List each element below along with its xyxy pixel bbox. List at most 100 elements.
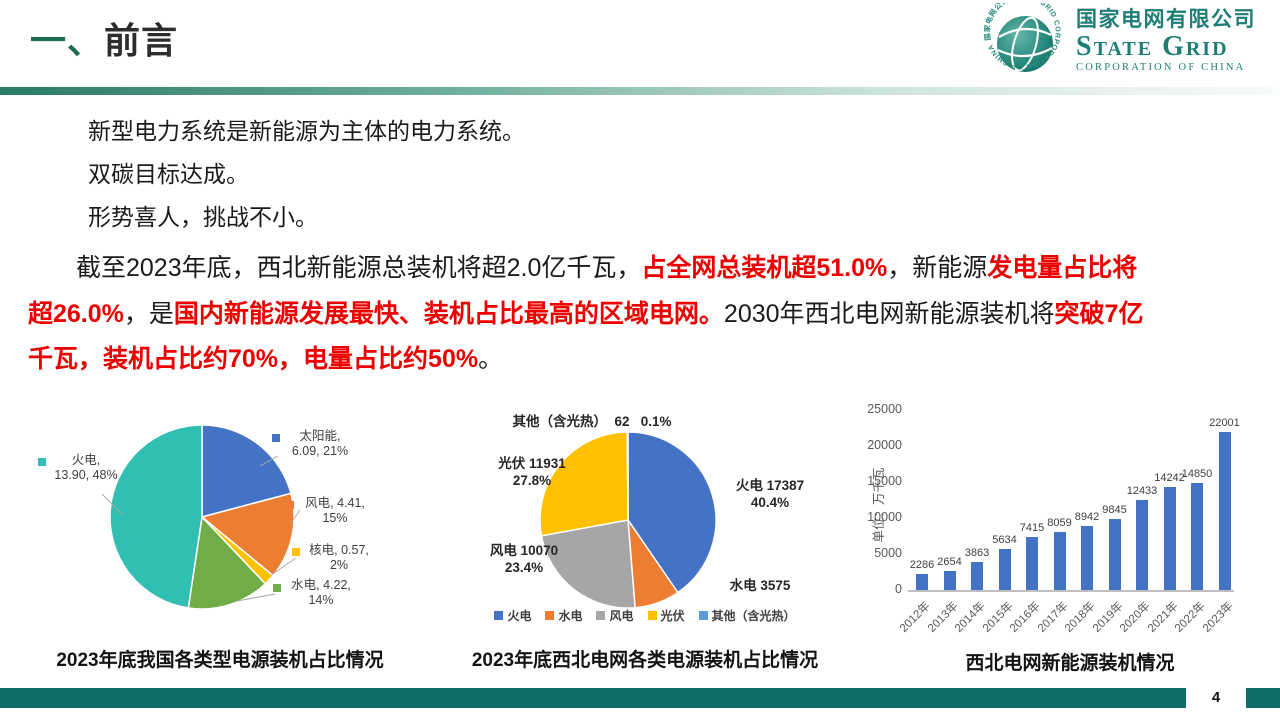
header-divider [0, 87, 1280, 95]
intro-line-3: 形势喜人，挑战不小。 [88, 204, 318, 230]
pie-slice-其他（含光热） [626, 431, 629, 521]
pie-label-光伏: 光伏 11931 27.8% [498, 456, 566, 488]
chart-national-capacity-pie: 太阳能, 6.09, 21% 风电, 4.41, 15% 核电, 0.57, 2% 水电, … [28, 398, 428, 648]
legend-item-其他（含光热）: 其他（含光热） [698, 607, 796, 624]
y-tick-label: 0 [895, 582, 902, 596]
globe-arc [997, 47, 1053, 58]
chart-a-title: 2023年底我国各类型电源装机占比情况 [56, 650, 384, 671]
bar-2013年 [943, 570, 956, 590]
pie-label-风电: 风电, 4.41, 15% [305, 496, 365, 525]
bar-value-label: 9845 [1102, 504, 1127, 517]
chart-northwest-capacity-pie: 其他（含光热） 62 0.1% 光伏 11931 27.8% 风电 10070 23.4… [430, 393, 840, 643]
y-tick-label: 10000 [867, 510, 902, 524]
logo-text: 国家电网有限公司 State Grid CORPORATION OF CHINA [1076, 7, 1276, 74]
bar-value-label: 7415 [1019, 521, 1045, 534]
bar-2021年 [1163, 487, 1176, 590]
label-marker-风电 [286, 501, 294, 509]
state-grid-logo: 国家电网公司 STATE GRID CORPORATION OF CHINA 国… [982, 0, 1276, 85]
bar-value-label: 14242 [1154, 472, 1185, 485]
page-number: 4 [1211, 689, 1221, 706]
pie-label-风电: 风电 10070 23.4% [489, 543, 559, 575]
legend-swatch [596, 611, 606, 620]
logo-english-subtitle: CORPORATION OF CHINA [1076, 62, 1246, 73]
highlight-text: 千瓦，装机占比约70%，电量占比约50% [28, 345, 479, 373]
body-text: ，新能源 [887, 254, 988, 282]
pie-slice-太阳能 [201, 424, 292, 518]
bar-2017年 [1053, 531, 1066, 590]
y-tick-label: 20000 [867, 438, 902, 452]
label-marker-太阳能 [272, 434, 280, 442]
page-title-number: 一、 [30, 20, 105, 61]
bar-value-label: 22001 [1209, 416, 1240, 429]
bar-2018年 [1081, 525, 1093, 590]
pie-label-水电: 水电 3575 [729, 578, 791, 593]
pie-label-核电: 核电, 0.57, 2% [309, 543, 369, 572]
intro-line-1: 新型电力系统是新能源为主体的电力系统。 [88, 118, 525, 144]
body-text: 2030年西北电网新能源装机将 [723, 299, 1055, 328]
highlight-text: 国内新能源发展最快、装机占比最高的区域电网。 [173, 299, 724, 328]
pie-slice-风电 [540, 519, 636, 608]
page-title: 一、前言 [30, 12, 178, 64]
globe-meridian [1011, 16, 1039, 72]
pie-label-火电: 火电 17387 40.4% [735, 478, 805, 510]
x-axis-line [908, 590, 1234, 592]
body-text: 。 [478, 345, 504, 373]
pie-slice-光伏 [539, 431, 629, 537]
label-leader-line [259, 455, 279, 467]
legend-swatch [647, 611, 657, 620]
bar-2015年 [998, 549, 1011, 590]
bar-2016年 [1026, 536, 1038, 590]
bar-2020年 [1136, 500, 1148, 590]
bar-2012年 [916, 573, 928, 590]
pie-label-太阳能: 太阳能, 6.09, 21% [291, 429, 349, 458]
label-marker-水电 [273, 584, 281, 592]
paragraph-line-1: 截至2023年底，西北新能源总装机将超2.0亿千瓦，占全网总装机超51.0%，新… [28, 246, 1268, 292]
footer-bar-left [0, 688, 1186, 708]
body-paragraph: 截至2023年底，西北新能源总装机将超2.0亿千瓦，占全网总装机超51.0%，新… [28, 246, 1268, 383]
chart-new-energy-bar: 单位：万千瓦 0 5000 10000 15000 20000 25000 2286 2012… [856, 388, 1280, 643]
pie-slice-火电 [109, 424, 203, 609]
highlight-text: 突破7亿 [1054, 299, 1144, 328]
legend-label: 水电 [558, 609, 583, 623]
legend-item-光伏: 光伏 [647, 607, 685, 624]
pie-slice-水电 [187, 515, 267, 610]
legend-label: 火电 [507, 609, 532, 623]
bar-value-label: 2286 [909, 558, 935, 571]
bar-value-label: 3863 [964, 547, 990, 560]
highlight-text: 超26.0% [28, 299, 124, 328]
label-leader-line [270, 557, 297, 576]
body-text: 截至2023年底，西北新能源总装机将超2.0亿千瓦， [76, 254, 642, 282]
legend-label: 风电 [609, 609, 634, 623]
pie-slice-火电 [627, 431, 717, 594]
y-tick-label: 5000 [874, 546, 902, 560]
globe-arc [998, 27, 1052, 38]
legend-item-水电: 水电 [545, 607, 582, 624]
footer-bar-right [1246, 688, 1280, 708]
pie-label-水电: 水电, 4.22, 14% [291, 578, 351, 607]
label-marker-火电 [38, 458, 46, 466]
bar-value-label: 12433 [1126, 485, 1158, 498]
paragraph-line-2: 超26.0%，是国内新能源发展最快、装机占比最高的区域电网。2030年西北电网新… [28, 292, 1268, 338]
label-marker-核电 [292, 548, 300, 556]
chart-b-title: 2023年底西北电网各类电源装机占比情况 [471, 650, 819, 671]
bar-2023年 [1218, 431, 1231, 590]
legend-swatch [494, 611, 504, 620]
legend-item-火电: 火电 [494, 607, 531, 624]
body-text: ，是 [123, 299, 174, 328]
label-leader-line [289, 509, 301, 525]
state-grid-globe-icon: 国家电网公司 STATE GRID CORPORATION OF CHINA [982, 0, 1062, 72]
highlight-text: 占全网总装机超51.0% [641, 254, 888, 282]
legend-label: 光伏 [660, 609, 685, 623]
y-tick-label: 25000 [867, 402, 902, 416]
legend-swatch [545, 611, 555, 620]
pie-b-legend: 火电 水电 风电 光伏 其他（含光热） [450, 607, 840, 624]
bar-value-label: 8942 [1074, 510, 1100, 523]
logo-chinese-name: 国家电网有限公司 [1076, 8, 1256, 31]
chart-c-title: 西北电网新能源装机情况 [965, 653, 1175, 674]
label-leader-line [101, 493, 124, 516]
paragraph-line-3: 千瓦，装机占比约70%，电量占比约50%。 [28, 337, 1268, 383]
bar-2014年 [971, 562, 983, 590]
intro-line-2: 双碳目标达成。 [88, 161, 249, 187]
logo-english-name: State Grid [1076, 31, 1229, 62]
